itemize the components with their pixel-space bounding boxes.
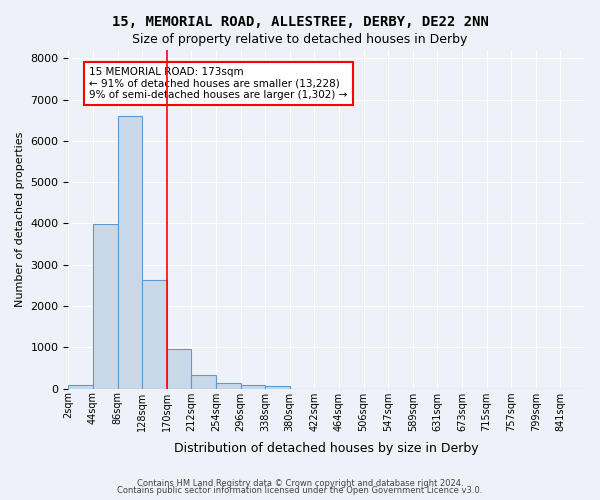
Y-axis label: Number of detached properties: Number of detached properties bbox=[15, 132, 25, 307]
Bar bbox=[93, 224, 118, 388]
Bar bbox=[216, 383, 241, 388]
Bar bbox=[191, 376, 216, 388]
X-axis label: Distribution of detached houses by size in Derby: Distribution of detached houses by size … bbox=[175, 442, 479, 455]
Text: 15, MEMORIAL ROAD, ALLESTREE, DERBY, DE22 2NN: 15, MEMORIAL ROAD, ALLESTREE, DERBY, DE2… bbox=[112, 15, 488, 29]
Text: Contains public sector information licensed under the Open Government Licence v3: Contains public sector information licen… bbox=[118, 486, 482, 495]
Text: Size of property relative to detached houses in Derby: Size of property relative to detached ho… bbox=[133, 32, 467, 46]
Bar bbox=[118, 116, 142, 388]
Text: Contains HM Land Registry data © Crown copyright and database right 2024.: Contains HM Land Registry data © Crown c… bbox=[137, 478, 463, 488]
Bar bbox=[142, 280, 167, 388]
Bar bbox=[265, 386, 290, 388]
Text: 15 MEMORIAL ROAD: 173sqm
← 91% of detached houses are smaller (13,228)
9% of sem: 15 MEMORIAL ROAD: 173sqm ← 91% of detach… bbox=[89, 67, 347, 100]
Bar bbox=[68, 386, 93, 388]
Bar bbox=[167, 349, 191, 389]
Bar bbox=[241, 385, 265, 388]
